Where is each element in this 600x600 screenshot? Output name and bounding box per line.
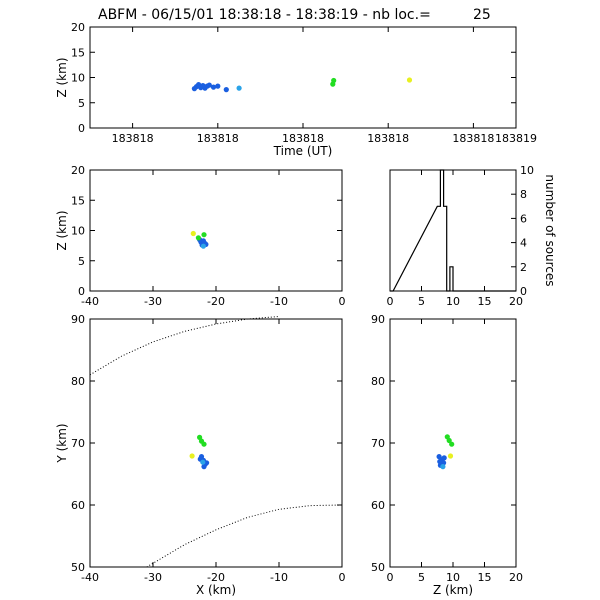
x-axis-label: Z (km) <box>433 583 473 597</box>
data-point <box>206 82 212 88</box>
y-tick-label: 50 <box>371 561 385 574</box>
data-point <box>200 243 206 249</box>
x-tick-label: 20 <box>509 571 523 584</box>
data-point <box>437 459 443 465</box>
y-axis-label: Z (km) <box>55 210 69 250</box>
x-tick-label: -30 <box>144 571 162 584</box>
y-tick-label: 20 <box>71 164 85 177</box>
y-tick-label: 15 <box>71 194 85 207</box>
y-tick-label: 20 <box>71 21 85 34</box>
x-tick-label: 5 <box>418 295 425 308</box>
x-tick-label: 183818 <box>367 132 409 145</box>
range-arc <box>89 316 280 376</box>
data-point <box>201 464 207 470</box>
y-tick-label: 0 <box>520 285 527 298</box>
y-axis-label: Z (km) <box>55 57 69 97</box>
x-tick-label: 10 <box>446 295 460 308</box>
x-axis-label: Time (UT) <box>273 144 333 158</box>
y-tick-label: 10 <box>71 72 85 85</box>
data-point <box>200 459 206 465</box>
histogram-step <box>390 169 516 292</box>
y-tick-label: 80 <box>371 375 385 388</box>
x-tick-label: -20 <box>207 295 225 308</box>
y-tick-label: 10 <box>520 164 534 177</box>
x-tick-label: -40 <box>81 571 99 584</box>
data-point <box>210 84 217 90</box>
x-tick-label: 0 <box>339 571 346 584</box>
x-tick-label: 183818 <box>112 132 154 145</box>
x-axis-label: X (km) <box>196 583 236 597</box>
x-tick-label: 183819 <box>495 132 537 145</box>
x-tick-label: 183818 <box>197 132 239 145</box>
data-point <box>215 83 221 89</box>
y-tick-label: 90 <box>371 313 385 326</box>
y-tick-label: 5 <box>78 255 85 268</box>
x-tick-label: 15 <box>478 571 492 584</box>
data-point <box>440 464 446 470</box>
chart-title: ABFM - 06/15/01 18:38:18 - 18:38:19 - nb… <box>98 7 431 23</box>
y-tick-label: 5 <box>78 97 85 110</box>
y-tick-label: 8 <box>520 188 527 201</box>
data-point <box>236 85 242 91</box>
y-tick-label: 4 <box>520 237 527 250</box>
data-point <box>201 441 207 447</box>
x-tick-label: -40 <box>81 295 99 308</box>
x-tick-label: -10 <box>270 295 288 308</box>
x-tick-label: 15 <box>478 295 492 308</box>
y-tick-label: 60 <box>71 499 85 512</box>
time-panel-frame <box>89 26 517 129</box>
x-tick-label: 10 <box>446 571 460 584</box>
xz-panel-frame <box>89 169 343 292</box>
y-tick-label: 2 <box>520 261 527 274</box>
data-point <box>447 453 454 459</box>
y-tick-label: 70 <box>371 437 385 450</box>
y-tick-label: 50 <box>71 561 85 574</box>
x-tick-label: -10 <box>270 571 288 584</box>
data-point <box>331 77 337 84</box>
data-point <box>195 235 201 241</box>
x-tick-label: 0 <box>387 571 394 584</box>
x-tick-label: 0 <box>387 295 394 308</box>
data-point <box>201 232 207 238</box>
range-arc <box>146 504 343 568</box>
x-tick-label: 5 <box>418 571 425 584</box>
data-point <box>406 77 413 83</box>
x-tick-label: 20 <box>509 295 523 308</box>
y-tick-label: 0 <box>78 285 85 298</box>
y-tick-label: 60 <box>371 499 385 512</box>
y-tick-label: 80 <box>71 375 85 388</box>
x-tick-label: -20 <box>207 571 225 584</box>
y-tick-label: 10 <box>71 225 85 238</box>
data-point <box>449 441 455 447</box>
y-tick-label: 0 <box>78 122 85 135</box>
x-tick-label: 183818 <box>452 132 494 145</box>
y-tick-label: 70 <box>71 437 85 450</box>
y-tick-label: 6 <box>520 212 527 225</box>
data-point <box>446 437 452 444</box>
source-count: 25 <box>473 7 491 23</box>
y-tick-label: 90 <box>71 313 85 326</box>
x-tick-label: 183818 <box>282 132 324 145</box>
y-axis-label: number of sources <box>543 174 557 286</box>
x-tick-label: -30 <box>144 295 162 308</box>
data-point <box>223 87 229 93</box>
x-tick-label: 0 <box>339 295 346 308</box>
data-point <box>190 230 196 237</box>
y-axis-label: Y (km) <box>55 423 69 463</box>
y-tick-label: 15 <box>71 46 85 59</box>
data-point <box>189 453 195 459</box>
data-point <box>441 455 447 461</box>
